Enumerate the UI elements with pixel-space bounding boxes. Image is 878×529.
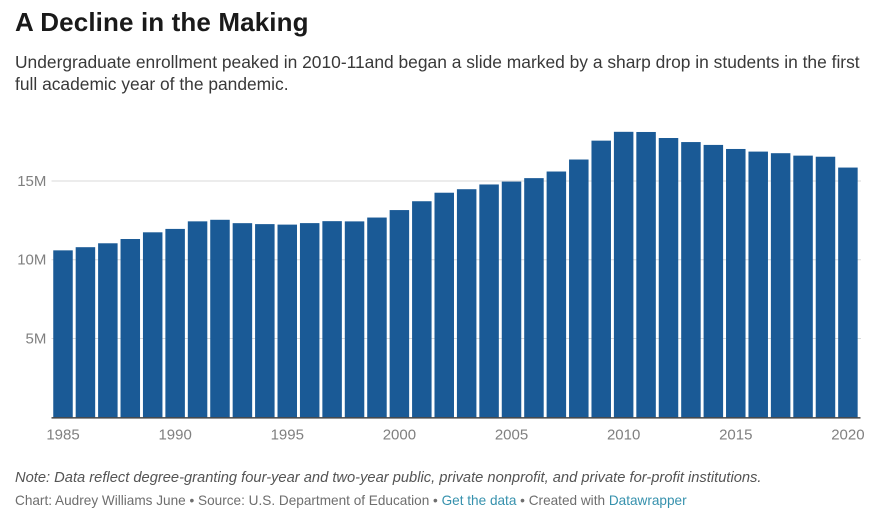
svg-text:10M: 10M — [17, 252, 46, 269]
svg-text:2015: 2015 — [719, 427, 752, 444]
svg-text:1990: 1990 — [158, 427, 191, 444]
svg-text:15M: 15M — [17, 173, 46, 190]
svg-text:2020: 2020 — [831, 427, 864, 444]
svg-text:2000: 2000 — [383, 427, 416, 444]
svg-text:2010: 2010 — [607, 427, 640, 444]
svg-text:2005: 2005 — [495, 427, 528, 444]
svg-text:1985: 1985 — [46, 427, 79, 444]
svg-text:5M: 5M — [26, 330, 47, 347]
svg-text:1995: 1995 — [271, 427, 304, 444]
